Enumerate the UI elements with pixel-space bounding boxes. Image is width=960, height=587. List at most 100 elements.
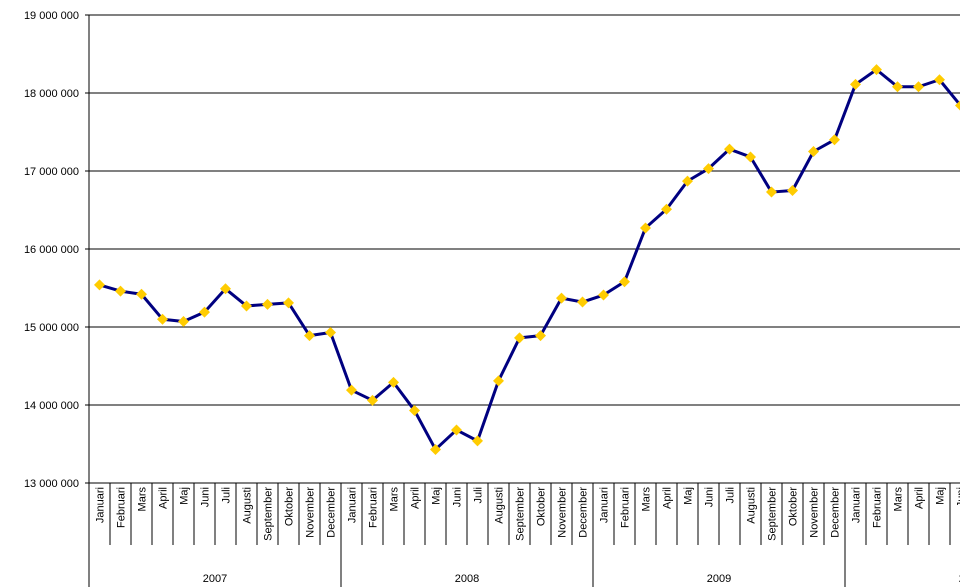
data-point: [787, 185, 798, 196]
month-label: Januari: [347, 487, 359, 523]
month-label: September: [767, 487, 779, 541]
month-label: Maj: [431, 487, 443, 505]
y-tick-label: 16 000 000: [24, 244, 79, 256]
y-tick-label: 14 000 000: [24, 400, 79, 412]
y-tick-label: 18 000 000: [24, 88, 79, 100]
data-point: [766, 186, 777, 198]
month-label: December: [578, 487, 590, 538]
month-label: September: [515, 487, 527, 541]
data-point: [178, 316, 189, 328]
data-point: [640, 222, 651, 234]
y-tick-label: 19 000 000: [24, 10, 79, 22]
year-label: 2007: [203, 573, 227, 585]
month-label: Maj: [683, 487, 695, 505]
data-point: [157, 313, 168, 325]
data-point: [850, 78, 861, 90]
x-axis: Januari Februari Mars April Maj Juni Juli Augus…: [88, 482, 960, 587]
month-label: Februari: [620, 487, 632, 528]
data-point: [535, 330, 546, 342]
data-point: [325, 326, 336, 338]
data-point: [430, 443, 441, 455]
data-point: [220, 283, 231, 295]
data-point: [892, 81, 903, 93]
series-line: [99, 68, 960, 451]
month-label: December: [326, 487, 338, 538]
month-label: April: [662, 487, 674, 509]
month-label: Februari: [116, 487, 128, 528]
data-point: [199, 306, 210, 318]
month-label: Februari: [368, 487, 380, 528]
data-point: [241, 300, 252, 312]
month-label: Juni: [452, 487, 464, 507]
month-label: December: [830, 487, 842, 538]
month-label: Januari: [599, 487, 611, 523]
month-label: Oktober: [284, 487, 296, 526]
data-point: [829, 134, 840, 146]
month-label: April: [158, 487, 170, 509]
y-tick-label: 15 000 000: [24, 322, 79, 334]
year-label: 2010: [959, 573, 960, 585]
data-point: [703, 163, 714, 175]
data-point: [556, 292, 567, 304]
month-label: Oktober: [536, 487, 548, 526]
month-label: April: [914, 487, 926, 509]
data-point: [682, 175, 693, 187]
month-label: Juli: [725, 487, 737, 504]
y-axis: 13 000 000 14 000 000 15 000 000 16 000 000…: [24, 10, 90, 490]
month-label: Oktober: [788, 487, 800, 526]
month-label: April: [410, 487, 422, 509]
month-label: Augusti: [746, 487, 758, 524]
data-point: [451, 424, 462, 436]
year-label: 2009: [707, 573, 731, 585]
month-label: Mars: [389, 487, 401, 512]
month-label: Januari: [851, 487, 863, 523]
month-label: Augusti: [242, 487, 254, 524]
data-point: [115, 285, 126, 297]
month-label: September: [263, 487, 275, 541]
data-point: [493, 375, 504, 387]
month-label: Juni: [704, 487, 716, 507]
data-point: [367, 394, 378, 406]
month-label: Mars: [641, 487, 653, 512]
month-label: Juli: [473, 487, 485, 504]
data-point: [745, 151, 756, 163]
data-point: [304, 330, 315, 342]
y-tick-label: 13 000 000: [24, 478, 79, 490]
data-point: [409, 404, 420, 416]
data-point: [262, 298, 273, 310]
data-point: [619, 276, 630, 288]
month-label: Mars: [893, 487, 905, 512]
data-point: [283, 297, 294, 309]
data-point: [724, 143, 735, 155]
data-point: [577, 296, 588, 308]
data-point: [808, 146, 819, 157]
data-point: [955, 100, 960, 111]
month-label: November: [557, 487, 569, 538]
data-point: [136, 288, 147, 300]
grid-lines: [89, 14, 960, 406]
series-area: [94, 64, 960, 455]
month-label: Februari: [872, 487, 884, 528]
month-label: Januari: [95, 487, 107, 523]
month-label: November: [305, 487, 317, 538]
data-point: [472, 435, 483, 447]
data-point: [598, 289, 609, 301]
month-label: Mars: [137, 487, 149, 512]
data-point: [913, 81, 924, 93]
month-label: November: [809, 487, 821, 538]
month-label: Juni: [200, 487, 212, 507]
data-point: [934, 74, 945, 86]
data-point: [346, 384, 357, 396]
month-label: Juli: [221, 487, 233, 504]
data-point: [661, 203, 672, 215]
data-point: [871, 64, 882, 76]
data-point: [514, 332, 525, 344]
month-label: Juni: [956, 487, 960, 507]
month-label: Maj: [179, 487, 191, 505]
data-point: [388, 376, 399, 388]
data-point: [94, 279, 105, 291]
month-label: Augusti: [494, 487, 506, 524]
year-label: 2008: [455, 573, 479, 585]
y-tick-label: 17 000 000: [24, 166, 79, 178]
